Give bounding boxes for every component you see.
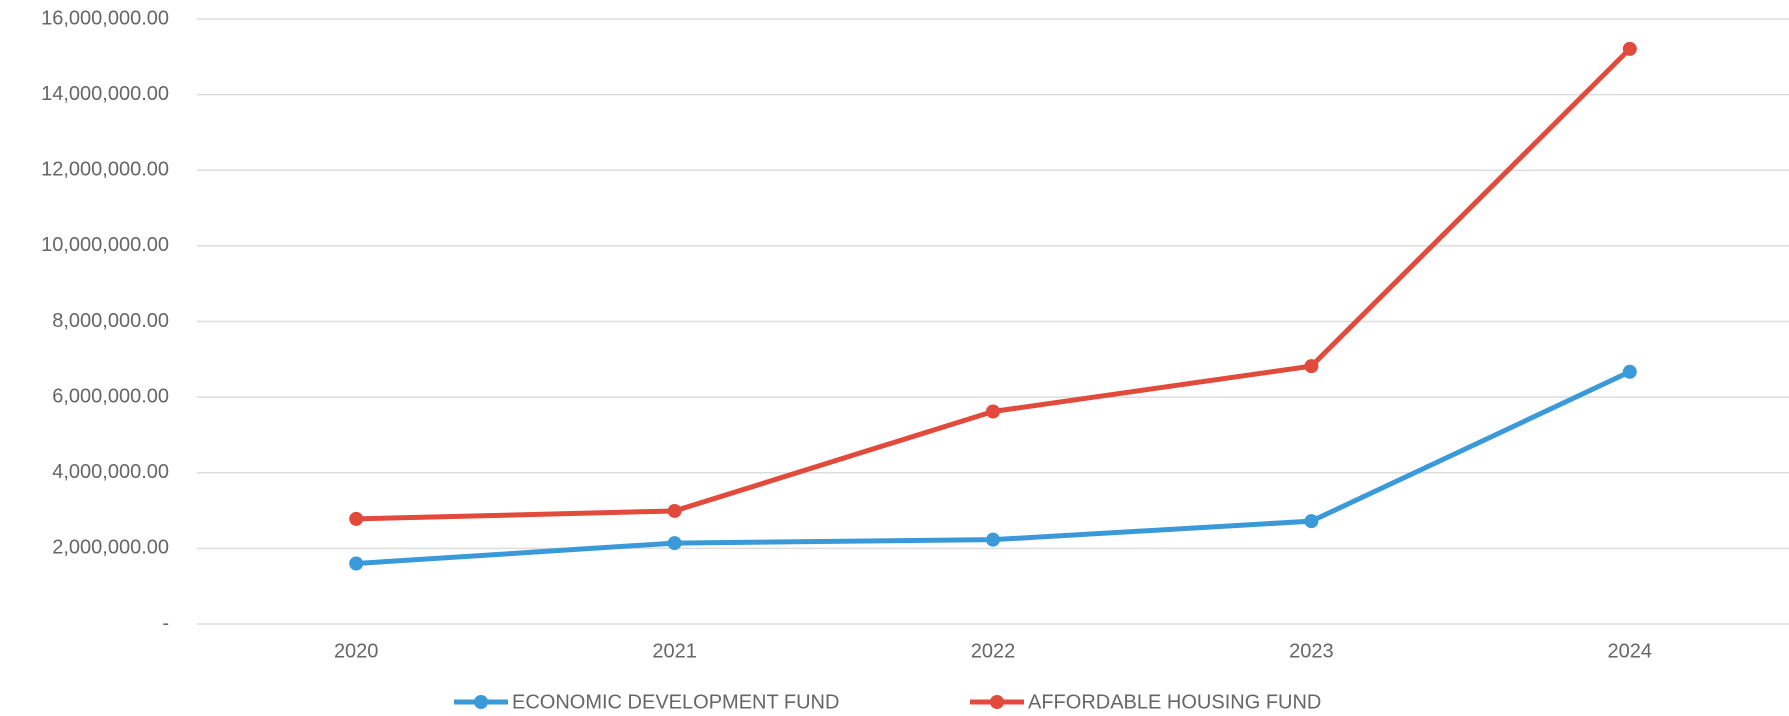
- x-tick-label: 2022: [971, 640, 1016, 662]
- legend-label: AFFORDABLE HOUSING FUND: [1028, 691, 1321, 713]
- data-point: [1304, 514, 1319, 529]
- y-tick-label: 12,000,000.00: [41, 159, 169, 181]
- y-tick-label: 16,000,000.00: [41, 7, 169, 29]
- data-point: [1304, 359, 1319, 374]
- legend-marker: [474, 695, 488, 709]
- data-point: [986, 532, 1000, 547]
- legend-marker: [990, 695, 1004, 709]
- data-point: [667, 536, 682, 551]
- y-tick-label: 10,000,000.00: [41, 234, 169, 256]
- data-point: [1622, 41, 1637, 56]
- y-tick-label: 6,000,000.00: [52, 385, 169, 407]
- y-tick-label: 4,000,000.00: [52, 461, 169, 483]
- legend-label: ECONOMIC DEVELOPMENT FUND: [512, 691, 839, 713]
- x-tick-label: 2021: [652, 640, 697, 662]
- data-point: [1622, 364, 1637, 379]
- y-tick-label: 14,000,000.00: [41, 83, 169, 105]
- y-tick-label: -: [162, 612, 169, 634]
- y-tick-label: 8,000,000.00: [52, 310, 169, 332]
- x-tick-label: 2023: [1289, 640, 1334, 662]
- y-tick-label: 2,000,000.00: [52, 537, 169, 559]
- data-point: [986, 404, 1000, 419]
- x-tick-label: 2024: [1608, 640, 1653, 662]
- data-point: [349, 511, 364, 526]
- series-line: [356, 47, 1632, 522]
- data-point: [349, 556, 364, 571]
- x-tick-label: 2020: [334, 640, 379, 662]
- data-point: [667, 503, 682, 518]
